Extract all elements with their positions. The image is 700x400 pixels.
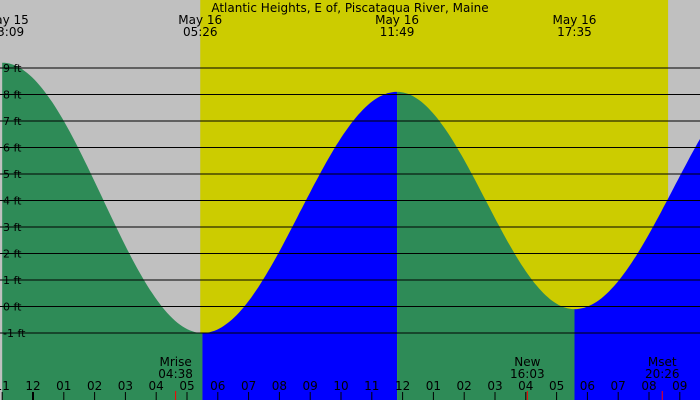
x-tick-label: 08 [272,379,287,393]
x-tick-label: 02 [87,379,102,393]
y-tick-label: 6 ft [3,142,22,155]
x-tick-label: 12 [395,379,410,393]
x-tick-label: 08 [641,379,656,393]
x-tick-label: 07 [611,379,626,393]
falling-tide-area [397,91,575,400]
y-tick-label: 5 ft [3,168,22,181]
y-tick-label: 9 ft [3,62,22,75]
x-tick-label: 05 [549,379,564,393]
x-tick-label: 06 [210,379,225,393]
x-tick-label: 05 [179,379,194,393]
moon-event-label: Mset [648,355,677,369]
gridlines [0,67,700,334]
tide-time-label: 11:49 [380,25,415,39]
x-tick-label: 07 [241,379,256,393]
tide-time-label: 17:35 [557,25,592,39]
x-tick-label: 01 [56,379,71,393]
moon-event-label: New [514,355,540,369]
x-tick-label: 09 [672,379,687,393]
y-tick-label: 8 ft [3,89,22,102]
rising-tide-area [574,138,700,400]
x-tick-label: 04 [518,379,533,393]
x-tick-label: 03 [118,379,133,393]
x-tick-label: 12 [25,379,40,393]
tide-time-label: 23:09 [0,25,24,39]
tide-date-label: May 16 [553,13,597,27]
x-tick-label: 10 [333,379,348,393]
x-tick-label: 11 [0,379,10,393]
x-tick-label: 04 [149,379,164,393]
y-tick-label: 7 ft [3,115,22,128]
moon-event-time: 04:38 [158,367,193,381]
x-tick-label: 03 [487,379,502,393]
y-tick-label: 1 ft [3,274,22,287]
x-axis-ticks: 11 12 01 02 03 04 05 06 07 08 09 10 11 12 01 02 03 04 05 06… [0,379,687,400]
tide-date-label: May 15 [0,13,29,27]
y-tick-label: -1 ft [3,327,26,340]
moon-event-time: 16:03 [510,367,545,381]
y-tick-label: 0 ft [3,301,22,314]
x-tick-label: 06 [580,379,595,393]
chart-title: Atlantic Heights, E of, Piscataqua River… [211,1,488,15]
x-tick-label: 09 [303,379,318,393]
y-tick-label: 3 ft [3,221,22,234]
x-tick-label: 11 [364,379,379,393]
x-tick-label: 01 [426,379,441,393]
tide-date-label: May 16 [375,13,419,27]
y-axis-labels: 9 ft 8 ft 7 ft 6 ft 5 ft 4 ft 3 ft 2 ft 1 ft 0 ft… [3,62,26,340]
tide-time-label: 05:26 [183,25,218,39]
tide-date-label: May 16 [178,13,222,27]
x-tick-label: 02 [457,379,472,393]
y-tick-label: 4 ft [3,195,22,208]
rising-tide-area [202,91,398,400]
moon-event-time: 20:26 [645,367,680,381]
moon-event-label: Mrise [159,355,191,369]
y-tick-label: 2 ft [3,248,22,261]
